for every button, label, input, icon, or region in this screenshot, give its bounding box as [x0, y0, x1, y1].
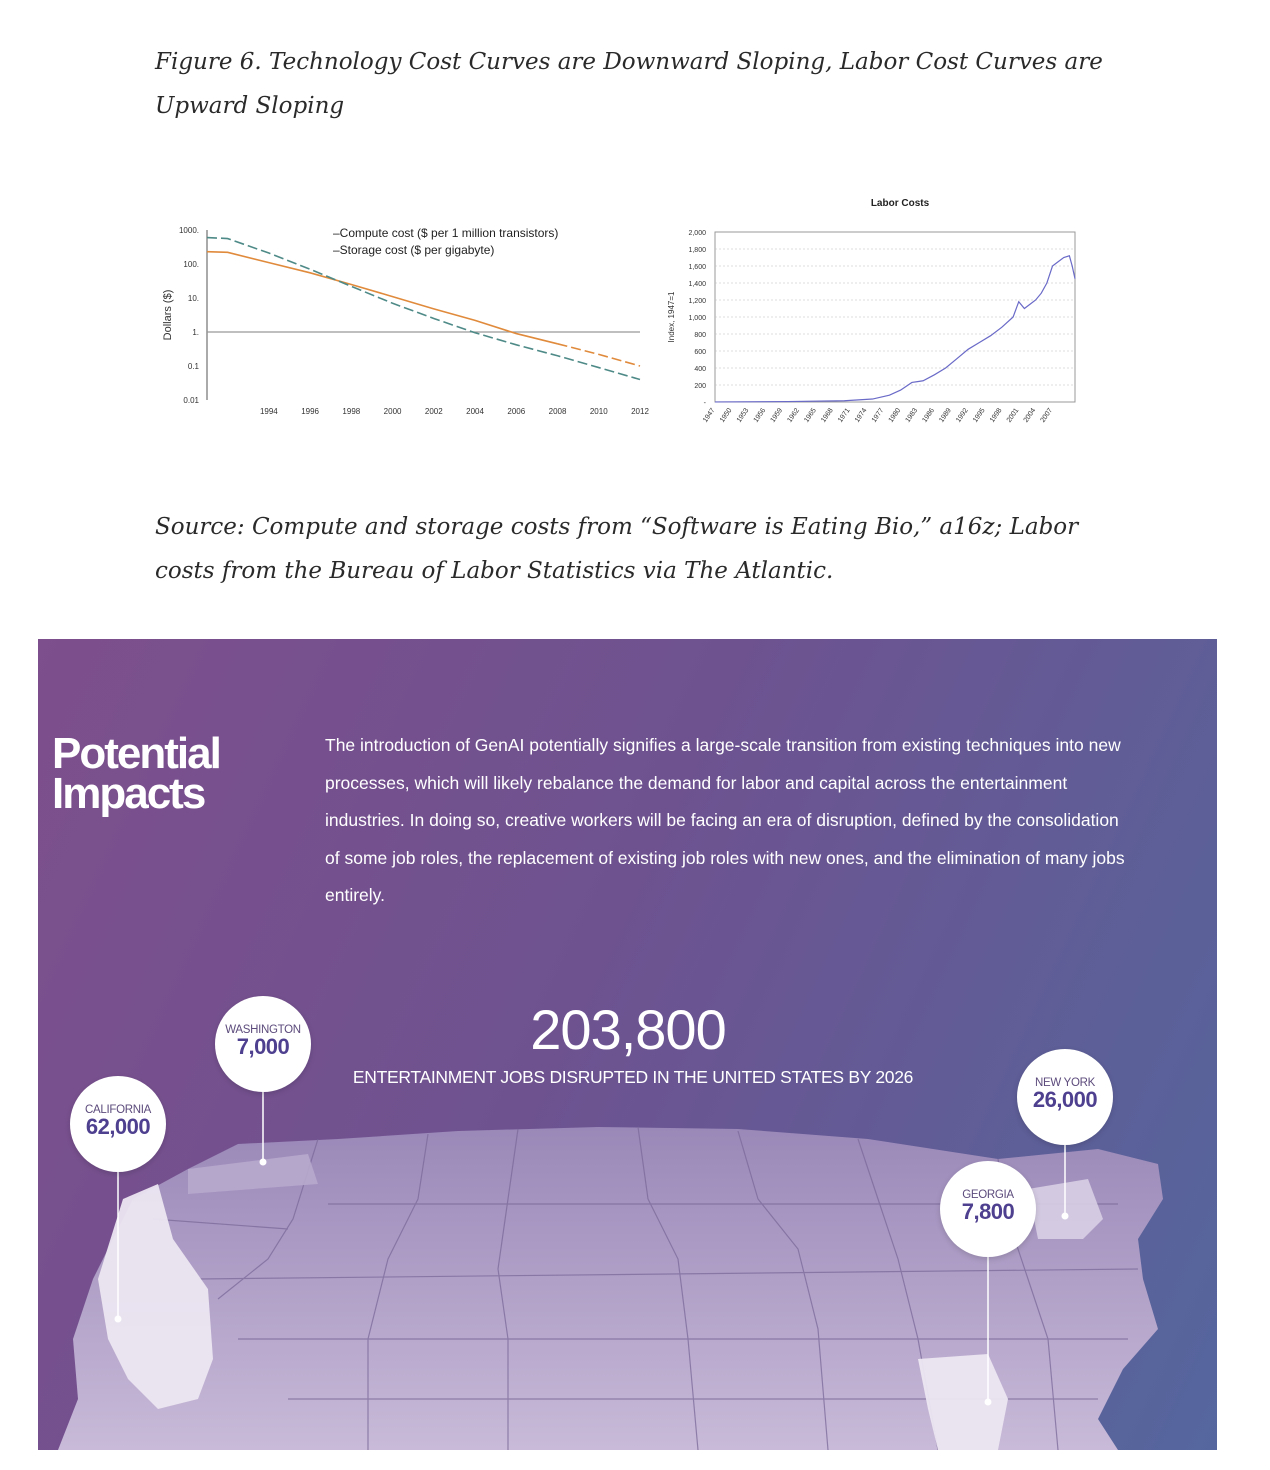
california-pin-dot: [114, 1315, 122, 1323]
cost-y-tick: 10.: [188, 294, 199, 303]
cost-y-tick: 100.: [183, 260, 199, 269]
labor-y-tick: -: [704, 400, 707, 407]
pin-state: WASHINGTON: [225, 1024, 301, 1036]
labor-x-tick: 1953: [736, 407, 751, 424]
labor-x-tick: 1959: [769, 407, 784, 424]
cost-x-tick: 2000: [384, 407, 402, 416]
labor-x-tick: 1974: [854, 407, 869, 424]
labor-x-tick: 1968: [820, 407, 835, 424]
labor-y-tick: 1,400: [688, 281, 706, 288]
labor-x-tick: 1950: [719, 407, 734, 424]
cost-x-tick: 2002: [425, 407, 443, 416]
labor-costs-line: [714, 255, 1076, 403]
cost-y-tick: 1000.: [179, 226, 199, 235]
labor-y-tick: 1,800: [688, 247, 706, 254]
labor-x-tick: 1956: [753, 407, 768, 424]
pin-value: 26,000: [1032, 1087, 1098, 1112]
storage-cost-line: [206, 236, 641, 381]
pin-dots: [114, 1158, 1069, 1406]
labor-x-tick: 1965: [803, 407, 818, 424]
jobs-disrupted-number: 203,800: [530, 998, 726, 1061]
labor-y-label: Index, 1947=1: [667, 291, 676, 342]
pin-value: 7,000: [236, 1034, 290, 1059]
labor-y-tick: 600: [694, 349, 706, 356]
cost-y-tick: 0.1: [188, 362, 200, 371]
figure-caption: Figure 6. Technology Cost Curves are Dow…: [155, 49, 1103, 119]
labor-x-tick: 1986: [921, 407, 936, 424]
washington-shape: [188, 1154, 318, 1194]
labor-y-tick: 800: [694, 332, 706, 339]
labor-x-tick: 1980: [888, 407, 903, 424]
washington-pin-dot: [259, 1158, 267, 1166]
us-map-landmass: [58, 1127, 1163, 1450]
cost-x-tick: 2010: [590, 407, 608, 416]
labor-x-tick: 1977: [871, 407, 886, 424]
labor-x-tick: 2004: [1023, 407, 1038, 424]
cost-y-tick: 1.: [192, 328, 199, 337]
cost-x-tick: 1994: [260, 407, 278, 416]
labor-x-tick: 1983: [904, 407, 919, 424]
labor-x-tick: 1995: [972, 407, 987, 424]
jobs-disrupted-label: ENTERTAINMENT JOBS DISRUPTED IN THE UNIT…: [352, 1067, 914, 1087]
labor-costs-chart: Labor Costs 2,000 1,800 1,600 1,400 1,200 1,00…: [667, 198, 1076, 424]
impact-body: The introduction of GenAI potentially si…: [325, 735, 1125, 905]
labor-x-tick: 1998: [989, 407, 1004, 424]
california-shape: [98, 1184, 213, 1409]
cost-legend-entry: –Compute cost ($ per 1 million transisto…: [333, 226, 558, 240]
impact-title: Potential Impacts: [52, 729, 222, 818]
labor-y-tick: 1,200: [688, 298, 706, 305]
pin-state: GEORGIA: [962, 1189, 1014, 1201]
georgia-pin-dot: [984, 1398, 992, 1406]
cost-curves-chart: 1000. 100. 10. 1. 0.1 0.01 1994 1996 1998 2000 200…: [162, 226, 649, 416]
cost-x-tick: 2006: [507, 407, 525, 416]
labor-x-tick: 1947: [702, 407, 717, 424]
cost-x-tick: 1996: [301, 407, 319, 416]
labor-y-tick: 1,000: [688, 315, 706, 322]
labor-y-tick: 200: [694, 383, 706, 390]
pin-value: 62,000: [85, 1114, 151, 1139]
potential-impacts-infographic: Potential Impacts The introduction of Ge…: [38, 639, 1217, 1450]
georgia-pin: GEORGIA 7,800: [940, 1161, 1036, 1257]
california-pin: CALIFORNIA 62,000: [70, 1076, 166, 1172]
cost-legend-entry: –Storage cost ($ per gigabyte): [333, 243, 494, 257]
labor-x-tick: 1971: [837, 407, 852, 424]
newyork-pin-dot: [1061, 1212, 1069, 1220]
labor-x-tick: 1989: [938, 407, 953, 424]
impact-title-line1: Potential: [52, 729, 222, 778]
cost-y-label: Dollars ($): [162, 290, 174, 341]
labor-chart-title: Labor Costs: [871, 198, 930, 209]
labor-y-tick: 400: [694, 366, 706, 373]
labor-x-tick: 2001: [1006, 407, 1021, 424]
labor-y-tick: 2,000: [688, 230, 706, 237]
cost-x-tick: 2004: [466, 407, 484, 416]
compute-cost-line: [206, 250, 558, 345]
labor-x-tick: 2007: [1039, 407, 1054, 424]
us-map: [58, 1092, 1163, 1450]
labor-x-tick: 1962: [786, 407, 801, 424]
cost-y-tick: 0.01: [183, 396, 199, 405]
compute-cost-line-projected: [557, 343, 641, 367]
georgia-shape: [918, 1354, 1008, 1450]
cost-x-tick: 2012: [631, 407, 649, 416]
labor-y-tick: 1,600: [688, 264, 706, 271]
pin-value: 7,800: [961, 1199, 1015, 1224]
cost-x-tick: 1998: [342, 407, 360, 416]
impact-title-line2: Impacts: [52, 769, 206, 818]
labor-x-tick: 1992: [955, 407, 970, 424]
washington-pin: WASHINGTON 7,000: [215, 996, 311, 1092]
cost-x-tick: 2008: [549, 407, 567, 416]
source-caption: Source: Compute and storage costs from “…: [155, 514, 1079, 584]
newyork-pin: NEW YORK 26,000: [1017, 1049, 1113, 1145]
pin-state: NEW YORK: [1034, 1077, 1095, 1089]
pin-lines: [117, 1092, 1066, 1402]
pin-state: CALIFORNIA: [84, 1104, 151, 1116]
